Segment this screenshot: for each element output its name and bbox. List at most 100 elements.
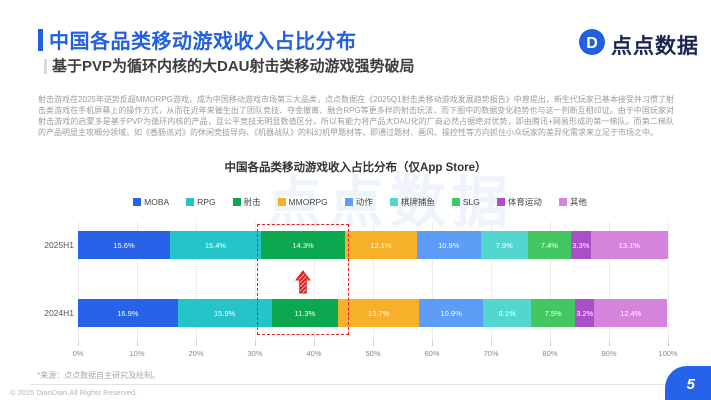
legend-label: SLG xyxy=(462,197,480,207)
segment-value-label: 15.9% xyxy=(213,308,236,318)
segment-value-label: 7.4% xyxy=(540,240,558,250)
legend-swatch xyxy=(496,198,505,206)
segment-value-label: 14.3% xyxy=(292,240,314,250)
bar-segment-MMORPG: 13.7% xyxy=(338,299,419,327)
bar-segment-棋牌捕鱼: 7.9% xyxy=(480,231,528,259)
legend-label: 体育运动 xyxy=(507,197,542,207)
x-axis-label: 90% xyxy=(601,349,617,358)
legend-swatch xyxy=(277,198,286,206)
x-axis-label: 70% xyxy=(483,349,499,358)
bar-segment-射击: 14.3% xyxy=(260,231,346,259)
title-accent-bar xyxy=(38,29,43,51)
gridline xyxy=(550,222,551,345)
gridline xyxy=(196,222,197,345)
bar-segment-其他: 12.4% xyxy=(594,299,668,327)
gridline xyxy=(491,222,492,345)
segment-value-label: 7.9% xyxy=(495,240,513,250)
x-axis-tick xyxy=(373,341,374,346)
bar-segment-MOBA: 15.6% xyxy=(78,231,171,259)
segment-value-label: 10.9% xyxy=(440,308,462,318)
x-axis-label: 100% xyxy=(658,349,678,358)
bar-segment-射击: 11.3% xyxy=(271,299,339,327)
bar-segment-体育运动: 3.3% xyxy=(571,231,591,259)
segment-value-label: 16.9% xyxy=(117,308,139,318)
segment-value-label: 10.9% xyxy=(438,240,460,250)
gridline xyxy=(373,222,374,345)
legend-swatch xyxy=(232,198,241,206)
gridline xyxy=(609,222,610,345)
segment-value-label: 7.5% xyxy=(544,308,562,318)
chart-title: 中国各品类移动游戏收入占比分布（仅App Store） xyxy=(224,162,487,174)
legend-swatch xyxy=(451,198,460,206)
bar-segment-MOBA: 16.9% xyxy=(78,299,178,327)
segment-value-label: 3.2% xyxy=(576,308,594,318)
segment-value-label: 8.1% xyxy=(498,308,516,318)
x-axis-label: 60% xyxy=(424,349,440,358)
x-axis-tick xyxy=(78,341,79,346)
segment-value-label: 13.1% xyxy=(618,240,640,250)
segment-value-label: 11.3% xyxy=(294,308,316,318)
diandian-logo: D 点点数据 xyxy=(578,28,699,61)
x-axis-label: 0% xyxy=(72,349,84,358)
segment-value-label: 3.3% xyxy=(572,240,590,250)
bar-segment-RPG: 15.9% xyxy=(177,299,272,327)
x-axis-tick xyxy=(609,341,610,346)
x-axis-tick xyxy=(550,341,551,346)
gridline xyxy=(137,222,138,345)
bar-segment-其他: 13.1% xyxy=(590,231,668,259)
bar-segment-SLG: 7.5% xyxy=(531,299,576,327)
x-axis-tick xyxy=(432,341,433,346)
bar-segment-棋牌捕鱼: 8.1% xyxy=(483,299,532,327)
segment-value-label: 15.6% xyxy=(113,240,135,250)
legend-item: RPG xyxy=(186,197,216,207)
row-label-2024h1: 2024H1 xyxy=(44,308,74,318)
legend-item: 射击 xyxy=(232,196,261,208)
logo-text: 点点数据 xyxy=(611,34,699,58)
row-label-2025h1: 2025H1 xyxy=(44,240,74,250)
diandian-logo-icon: D xyxy=(578,28,606,61)
legend-label: 棋牌捕鱼 xyxy=(400,197,435,207)
legend-label: MOBA xyxy=(144,197,170,207)
x-axis-label: 80% xyxy=(542,349,558,358)
legend-swatch xyxy=(133,198,142,206)
gridline xyxy=(78,222,79,345)
bar-segment-体育运动: 3.2% xyxy=(575,299,595,327)
legend-label: 其他 xyxy=(569,197,587,207)
legend-label: MMORPG xyxy=(288,197,328,207)
segment-value-label: 15.4% xyxy=(204,240,227,250)
gridline xyxy=(668,222,669,345)
segment-value-label: 12.4% xyxy=(620,308,642,318)
growth-up-arrow-icon xyxy=(295,270,312,299)
intro-paragraph: 射击游戏在2025年逆势反超MMORPG游戏，成为中国移动游戏市场第三大品类，点… xyxy=(38,95,674,137)
bar-segment-SLG: 7.4% xyxy=(527,231,572,259)
x-axis-label: 30% xyxy=(247,349,263,358)
x-axis-tick xyxy=(314,341,315,346)
bar-segment-RPG: 15.4% xyxy=(170,231,261,259)
bar-row-2025h1: 15.6% 15.4% 14.3% 12.1% 10.9% 7.9% 7.4% 3.3% 13.… xyxy=(78,231,668,259)
x-axis-label: 40% xyxy=(306,349,322,358)
legend-item: 棋牌捕鱼 xyxy=(389,196,435,208)
segment-value-label: 12.1% xyxy=(370,240,392,250)
x-axis-tick xyxy=(255,341,256,346)
x-axis-tick xyxy=(668,341,669,346)
legend-item: 其他 xyxy=(558,196,587,208)
legend-item: 动作 xyxy=(344,196,373,208)
legend-label: RPG xyxy=(197,197,216,207)
legend-swatch xyxy=(558,198,567,206)
legend-swatch xyxy=(389,198,398,206)
bar-segment-动作: 10.9% xyxy=(418,299,484,327)
gridline xyxy=(314,222,315,345)
gridline xyxy=(432,222,433,345)
page-subtitle: 基于PVP为循环内核的大DAU射击类移动游戏强势破局 xyxy=(52,58,415,75)
svg-text:D: D xyxy=(586,35,598,52)
subtitle-accent-bar xyxy=(44,59,47,74)
page-title: 中国各品类移动游戏收入占比分布 xyxy=(49,31,357,53)
legend-swatch xyxy=(344,198,353,206)
legend-swatch xyxy=(186,198,195,206)
x-axis-label: 20% xyxy=(188,349,204,358)
bar-row-2024h1: 16.9% 15.9% 11.3% 13.7% 10.9% 8.1% 7.5% 3.2% 12.… xyxy=(78,299,668,327)
legend-item: MOBA xyxy=(133,197,169,207)
page-number-corner xyxy=(665,366,711,400)
legend-label: 动作 xyxy=(355,197,373,207)
